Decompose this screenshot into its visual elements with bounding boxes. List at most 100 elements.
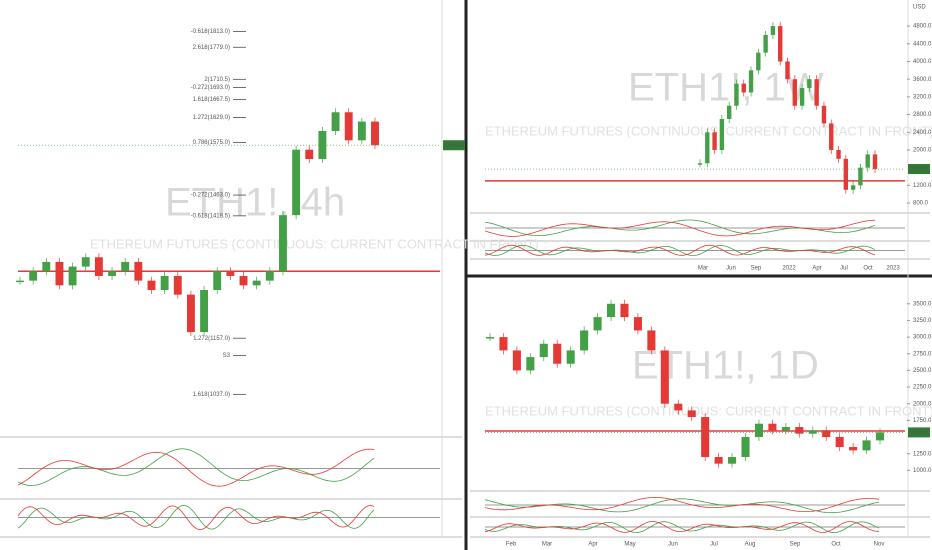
fib-label: -0.272(1693.0) <box>191 85 230 91</box>
candle <box>741 83 746 93</box>
x-tick-label: Sep <box>751 266 762 272</box>
candle <box>795 427 804 434</box>
candle <box>226 271 235 276</box>
candle <box>265 271 274 281</box>
candle <box>55 261 64 286</box>
y-tick-label: 1750.0 <box>913 418 932 424</box>
candle <box>875 432 885 441</box>
y-tick-label: 3600.0 <box>913 77 932 83</box>
x-tick-label: May <box>624 542 635 548</box>
candle <box>580 330 589 351</box>
candle <box>593 317 602 331</box>
watermark: ETH1!, 1W <box>628 66 824 110</box>
candle <box>741 437 750 458</box>
candle <box>147 280 156 290</box>
y-tick-label: 4000.0 <box>913 59 932 65</box>
candle <box>862 440 871 451</box>
y-tick-label: 1200.0 <box>913 183 932 189</box>
candle <box>714 457 723 464</box>
x-tick-label: Jul <box>840 266 848 272</box>
candle <box>822 430 831 438</box>
candle <box>697 163 703 165</box>
candle <box>485 337 495 339</box>
candle <box>16 280 24 283</box>
candle <box>728 457 737 464</box>
x-tick-label: Mar <box>698 266 708 272</box>
candle <box>512 350 521 371</box>
candle <box>814 79 819 106</box>
candle <box>748 70 754 93</box>
candle <box>849 447 858 451</box>
candle <box>29 271 38 281</box>
candle <box>701 417 710 458</box>
candle <box>807 79 812 89</box>
candle <box>94 257 103 276</box>
candle <box>768 423 777 431</box>
candle <box>344 112 353 141</box>
fib-label: -0.618(1813.0) <box>191 29 230 35</box>
candle <box>660 350 669 404</box>
x-tick-label: Oct <box>863 266 873 272</box>
indicator-line <box>484 244 876 256</box>
y-tick-label: 2000.0 <box>913 401 932 407</box>
indicator-line <box>484 521 879 533</box>
candle <box>705 132 710 164</box>
candle <box>186 294 195 333</box>
y-tick-label: 2400.0 <box>913 130 932 136</box>
x-tick-label: Jun <box>726 266 736 272</box>
candle <box>121 261 130 272</box>
fib-label: S3 <box>223 353 231 359</box>
candle <box>785 61 790 80</box>
y-tick-label: 3250.0 <box>913 318 932 324</box>
candle <box>539 343 548 358</box>
x-tick-label: 2022 <box>782 266 796 272</box>
candle <box>81 257 90 267</box>
indicator-line <box>17 448 375 486</box>
candle <box>213 271 222 290</box>
candle <box>42 261 51 272</box>
indicator-line <box>484 219 876 237</box>
indicator-line <box>484 244 876 257</box>
watermark: ETH1!, 4h <box>165 181 345 225</box>
candle <box>292 149 301 216</box>
candle <box>808 430 817 434</box>
candle <box>331 112 340 131</box>
candle <box>754 423 763 438</box>
x-tick-label: Sep <box>790 542 801 548</box>
indicator-line <box>17 504 375 530</box>
candle <box>134 261 143 281</box>
candle <box>872 154 878 170</box>
candle <box>252 280 261 286</box>
candle <box>371 121 379 146</box>
last-price-label: 1569.5 <box>910 167 929 173</box>
y-tick-label: 2750.0 <box>913 351 932 357</box>
candle <box>160 275 169 290</box>
y-tick-label: 3000.0 <box>913 335 932 341</box>
candle <box>620 303 629 318</box>
y-tick-label: 800.0 <box>913 201 929 207</box>
fib-label: -0.272(1463.0) <box>191 193 230 199</box>
x-tick-label: Apr <box>588 542 597 548</box>
y-tick-label: 2500.0 <box>913 368 932 374</box>
fib-label: -0.618(1418.5) <box>191 213 230 219</box>
y-tick-label: 3500.0 <box>913 301 932 307</box>
y-tick-label: 2000.0 <box>913 148 932 154</box>
candle <box>734 83 739 106</box>
y-tick-label: 1250.0 <box>913 451 932 457</box>
candle <box>843 158 849 190</box>
candle <box>674 403 683 411</box>
watermark-subtitle: ETHEREUM FUTURES (CONTINUOUS: CURRENT CO… <box>485 403 932 418</box>
candle <box>850 185 856 190</box>
candle <box>633 317 642 331</box>
y-tick-label: 2250.0 <box>913 385 932 391</box>
x-tick-label: Nov <box>874 542 885 548</box>
last-price-label: 1569.5 <box>445 143 464 149</box>
candle <box>108 271 116 276</box>
x-tick-label: Jun <box>668 542 678 548</box>
candle <box>553 343 562 364</box>
last-price-tag <box>908 164 930 175</box>
candle <box>719 119 725 150</box>
last-price-label: 1569.5 <box>910 430 929 436</box>
watermark-subtitle: ETHEREUM FUTURES (CONTINUOUS: CURRENT CO… <box>90 236 539 251</box>
